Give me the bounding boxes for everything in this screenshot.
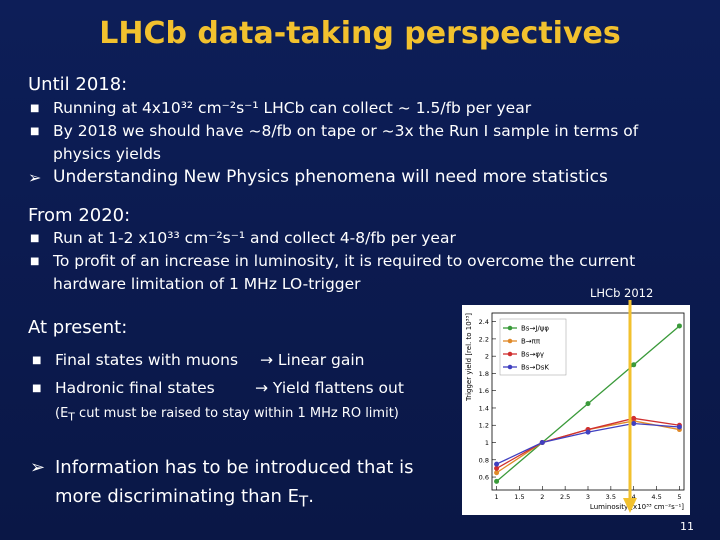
- x-tick-label: 3.5: [606, 493, 616, 501]
- subscript: T: [68, 410, 75, 424]
- data-point: [631, 415, 637, 421]
- bullet-text: By 2018 we should have ~8/fb on tape or …: [53, 122, 639, 163]
- figure-label: LHCb 2012: [590, 286, 654, 300]
- data-point: [631, 362, 637, 368]
- y-tick-label: 0.8: [479, 456, 489, 464]
- legend-marker: [507, 338, 513, 344]
- bullet-text: Hadronic final states: [55, 379, 215, 397]
- bullet-text: Run at 1-2 x10³³ cm⁻²s⁻¹ and collect 4-8…: [53, 229, 456, 247]
- arrow: → Linear gain: [260, 351, 365, 369]
- bullet-list: ■ Running at 4x10³² cm⁻²s⁻¹ LHCb can coll…: [28, 97, 668, 189]
- data-point: [585, 401, 591, 407]
- section-heading: Until 2018:: [28, 74, 128, 95]
- note-text: cut must be raised to stay within 1 MHz …: [74, 406, 399, 421]
- marker-arrow: [623, 300, 637, 513]
- section-heading: From 2020:: [28, 205, 131, 226]
- x-tick-label: 2: [540, 493, 544, 501]
- x-tick-label: 3: [586, 493, 590, 501]
- x-tick-label: 4.5: [651, 493, 661, 501]
- bullet-list: ■ Final states with muons → Linear gain ■ H…: [30, 349, 450, 400]
- arrow-head: [623, 498, 637, 513]
- note-text: (E: [55, 406, 69, 421]
- y-axis-label: Trigger yield [rel. to 10³³]: [465, 313, 473, 402]
- y-tick-label: 1.4: [479, 404, 489, 412]
- bullet: ■ Final states with muons → Linear gain: [30, 349, 450, 377]
- bullet-list: ■ Run at 1-2 x10³³ cm⁻²s⁻¹ and collect 4-…: [28, 227, 678, 296]
- bullet: ➢ Information has to be introduced that i…: [30, 457, 414, 511]
- data-point: [494, 465, 500, 471]
- x-axis-label: Luminosity [x10³³ cm⁻²s⁻¹]: [590, 503, 684, 511]
- data-point: [494, 478, 500, 484]
- data-point: [494, 470, 500, 476]
- bullet-list: ➢ Information has to be introduced that i…: [30, 453, 450, 517]
- subscript: T: [299, 492, 309, 511]
- data-point: [676, 424, 682, 430]
- bullet: ■ Run at 1-2 x10³³ cm⁻²s⁻¹ and collect 4-…: [30, 229, 456, 247]
- x-tick-label: 1: [495, 493, 499, 501]
- bullet-text: Linear gain: [277, 351, 365, 369]
- y-tick-label: 2.2: [479, 335, 489, 343]
- data-point: [494, 461, 500, 467]
- data-point: [585, 429, 591, 435]
- legend-label: Bs→DsK: [521, 364, 549, 372]
- y-tick-label: 2: [485, 353, 489, 361]
- bullet: ■ To profit of an increase in luminosity,…: [30, 252, 636, 293]
- arrow: → Yield flattens out: [255, 379, 404, 397]
- chart: 0.6 0.8 1 1.2 1.4 1.6 1.8 2 2.2 2.4 1 1.5 2 2.5 3 3.5 4 4…: [462, 305, 690, 515]
- y-tick-label: 1.2: [479, 422, 489, 430]
- bullet: ➢ Understanding New Physics phenomena wil…: [28, 167, 608, 187]
- y-tick-label: 1.8: [479, 370, 489, 378]
- legend-label: Bs→φγ: [521, 351, 544, 359]
- bullet-text: Information has to be introduced that is…: [55, 457, 414, 507]
- note: (ET cut must be raised to stay within 1 …: [55, 406, 399, 424]
- legend-marker: [507, 351, 513, 357]
- y-tick-label: 0.6: [479, 474, 489, 482]
- x-tick-label: 5: [677, 493, 681, 501]
- bullet-text: .: [308, 486, 314, 507]
- slide-title: LHCb data-taking perspectives: [99, 16, 621, 51]
- bullet-text: Final states with muons: [55, 351, 239, 369]
- legend-label: Bs→J/ψφ: [521, 325, 549, 333]
- x-tick-label: 4: [632, 493, 636, 501]
- data-point: [676, 323, 682, 329]
- y-tick-label: 1: [485, 439, 489, 447]
- data-point: [631, 421, 637, 427]
- legend-marker: [507, 325, 513, 331]
- bullet-text: Understanding New Physics phenomena will…: [53, 167, 608, 187]
- bullet: ■ Running at 4x10³² cm⁻²s⁻¹ LHCb can coll…: [30, 99, 532, 117]
- bullet-text: Running at 4x10³² cm⁻²s⁻¹ LHCb can colle…: [53, 99, 532, 117]
- y-tick-label: 1.6: [479, 387, 489, 395]
- data-point: [539, 440, 545, 446]
- x-tick-label: 1.5: [514, 493, 524, 501]
- legend-label: B→ππ: [521, 338, 541, 346]
- y-tick-label: 2.4: [479, 318, 489, 326]
- page-number: 11: [680, 520, 694, 533]
- x-tick-label: 2.5: [560, 493, 570, 501]
- bullet-text: Yield flattens out: [272, 379, 404, 397]
- bullet: ■ Hadronic final states → Yield flattens o…: [30, 377, 450, 400]
- section-heading: At present:: [28, 317, 128, 338]
- bullet-text: To profit of an increase in luminosity, …: [53, 252, 636, 293]
- legend-marker: [507, 364, 513, 370]
- bullet: ■ By 2018 we should have ~8/fb on tape or…: [30, 122, 639, 163]
